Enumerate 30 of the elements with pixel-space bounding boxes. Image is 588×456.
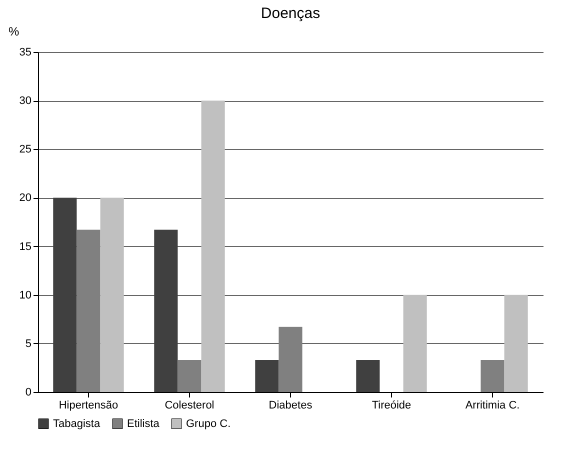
bar: [201, 100, 225, 392]
x-tick-label: Arritimia C.: [465, 400, 520, 412]
legend-label: Grupo C.: [186, 418, 231, 430]
y-tick-label: 15: [19, 240, 32, 253]
bar: [154, 230, 178, 392]
y-tick-label: 0: [25, 386, 32, 398]
y-tick-label: 20: [19, 192, 32, 204]
bar: [178, 360, 202, 392]
y-tick-label: 30: [19, 95, 32, 108]
x-tick-label: Hipertensão: [58, 400, 118, 412]
y-tick-label: 25: [19, 144, 32, 156]
y-tick-label: 35: [19, 46, 32, 58]
bar: [76, 230, 100, 392]
legend-label: Tabagista: [53, 418, 101, 430]
bar: [356, 360, 380, 392]
bar: [278, 326, 302, 392]
bar: [403, 294, 427, 392]
legend-label: Etilista: [127, 418, 160, 430]
bar: [480, 360, 504, 392]
x-tick-label: Tireóide: [372, 400, 412, 412]
bar: [504, 294, 528, 392]
x-tick-label: Diabetes: [268, 400, 313, 412]
y-axis-title: %: [8, 24, 20, 38]
y-tick-label: 5: [25, 338, 32, 350]
x-tick-label: Colesterol: [164, 400, 214, 412]
y-tick-label: 10: [19, 289, 32, 302]
bar: [100, 198, 124, 392]
bar: [255, 360, 279, 392]
bar: [53, 198, 77, 392]
chart-title: Doenças: [260, 5, 320, 22]
